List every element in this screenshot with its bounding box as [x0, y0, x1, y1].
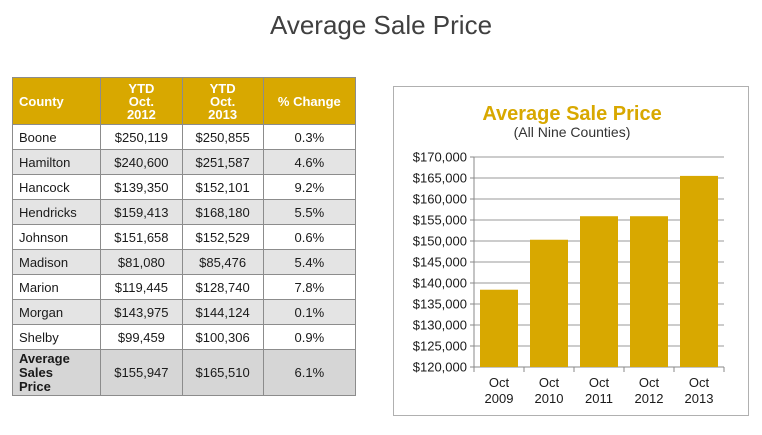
chart-panel: Average Sale Price (All Nine Counties) $12… [393, 86, 749, 416]
table-total-row: Average Sales Price $155,947 $165,510 6.1% [11, 349, 357, 396]
chart-title: Average Sale Price [482, 103, 661, 125]
ytd-2013-cell: $128,740 [181, 274, 264, 300]
county-cell: Shelby [11, 324, 102, 350]
total-ytd-2013-cell: $165,510 [181, 349, 264, 396]
x-tick-label: 2011 [585, 391, 613, 406]
total-ytd-2012-cell: $155,947 [100, 349, 183, 396]
change-cell: 0.1% [262, 299, 357, 325]
column-header-line: 2012 [126, 106, 156, 122]
y-tick-label: $165,000 [413, 171, 467, 186]
ytd-2013-cell: $100,306 [181, 324, 264, 350]
y-tick-label: $125,000 [413, 339, 467, 354]
y-tick-label: $130,000 [413, 318, 467, 333]
ytd-2012-cell: $139,350 [100, 174, 183, 200]
bar [530, 239, 568, 367]
y-tick-label: $120,000 [413, 360, 467, 375]
y-tick-label: $140,000 [413, 276, 467, 291]
table-row: Hendricks $159,413 $168,180 5.5% [11, 199, 357, 225]
x-tick-label: Oct [589, 375, 610, 390]
change-cell: 7.8% [262, 274, 357, 300]
bar [680, 175, 718, 367]
ytd-2013-cell: $250,855 [181, 124, 264, 150]
column-header-line: YTD [209, 80, 236, 96]
county-cell: Morgan [11, 299, 102, 325]
ytd-2013-cell: $251,587 [181, 149, 264, 175]
total-label-line: Price [19, 378, 51, 394]
ytd-2013-cell: $85,476 [181, 249, 264, 275]
column-header-line: Oct. [128, 93, 155, 109]
x-tick-label: Oct [639, 375, 660, 390]
county-cell: Johnson [11, 224, 102, 250]
change-cell: 5.4% [262, 249, 357, 275]
county-cell: Boone [11, 124, 102, 150]
x-tick-label: Oct [539, 375, 560, 390]
y-tick-label: $135,000 [413, 297, 467, 312]
table-row: Hamilton $240,600 $251,587 4.6% [11, 149, 357, 175]
county-cell: Marion [11, 274, 102, 300]
change-cell: 4.6% [262, 149, 357, 175]
x-tick-label: Oct [489, 375, 510, 390]
total-label-line: Average [19, 350, 70, 366]
column-header-ytd-2013: YTD Oct. 2013 [181, 77, 264, 125]
x-tick-label: Oct [689, 375, 710, 390]
ytd-2012-cell: $81,080 [100, 249, 183, 275]
column-header-line: County [19, 93, 64, 109]
page-title: Average Sale Price [269, 10, 493, 40]
bar-chart: Average Sale Price(All Nine Counties) $12… [413, 103, 725, 406]
table-row: Shelby $99,459 $100,306 0.9% [11, 324, 357, 350]
table-body: Boone $250,119 $250,855 0.3% Hamilton $240,60… [11, 124, 357, 396]
county-cell: Madison [11, 249, 102, 275]
column-header-ytd-2012: YTD Oct. 2012 [100, 77, 183, 125]
table-row: Hancock $139,350 $152,101 9.2% [11, 174, 357, 200]
x-tick-label: 2012 [635, 391, 664, 406]
y-tick-label: $160,000 [413, 192, 467, 207]
x-tick-label: 2009 [485, 391, 514, 406]
column-header-line: % Change [277, 93, 341, 109]
total-label-line: Sales [19, 364, 53, 380]
chart-subtitle: (All Nine Counties) [514, 124, 631, 140]
table-row: Johnson $151,658 $152,529 0.6% [11, 224, 357, 250]
total-change-cell: 6.1% [262, 349, 357, 396]
bar [480, 289, 518, 367]
table-row: Marion $119,445 $128,740 7.8% [11, 274, 357, 300]
change-cell: 0.6% [262, 224, 357, 250]
ytd-2012-cell: $151,658 [100, 224, 183, 250]
table-header-row: County YTD Oct. 2012 YTD Oct. 2013 % Change [11, 77, 357, 125]
table-row: Madison $81,080 $85,476 5.4% [11, 249, 357, 275]
total-label-cell: Average Sales Price [11, 349, 102, 396]
bar [580, 216, 618, 367]
y-tick-label: $150,000 [413, 234, 467, 249]
column-header-county: County [11, 77, 102, 125]
column-header-change: % Change [262, 77, 357, 125]
ytd-2013-cell: $168,180 [181, 199, 264, 225]
y-tick-label: $145,000 [413, 255, 467, 270]
change-cell: 0.3% [262, 124, 357, 150]
column-header-line: YTD [128, 80, 155, 96]
ytd-2013-cell: $152,529 [181, 224, 264, 250]
ytd-2013-cell: $152,101 [181, 174, 264, 200]
ytd-2012-cell: $99,459 [100, 324, 183, 350]
y-tick-label: $155,000 [413, 213, 467, 228]
county-cell: Hamilton [11, 149, 102, 175]
change-cell: 5.5% [262, 199, 357, 225]
x-tick-label: 2010 [535, 391, 564, 406]
ytd-2013-cell: $144,124 [181, 299, 264, 325]
ytd-2012-cell: $143,975 [100, 299, 183, 325]
ytd-2012-cell: $159,413 [100, 199, 183, 225]
table-row: Morgan $143,975 $144,124 0.1% [11, 299, 357, 325]
column-header-line: 2013 [208, 106, 238, 122]
change-cell: 0.9% [262, 324, 357, 350]
county-cell: Hendricks [11, 199, 102, 225]
bar [630, 216, 668, 367]
county-price-table: County YTD Oct. 2012 YTD Oct. 2013 % Change … [11, 77, 357, 396]
ytd-2012-cell: $250,119 [100, 124, 183, 150]
table-row: Boone $250,119 $250,855 0.3% [11, 124, 357, 150]
ytd-2012-cell: $119,445 [100, 274, 183, 300]
ytd-2012-cell: $240,600 [100, 149, 183, 175]
column-header-line: Oct. [209, 93, 236, 109]
county-cell: Hancock [11, 174, 102, 200]
x-tick-label: 2013 [685, 391, 714, 406]
change-cell: 9.2% [262, 174, 357, 200]
y-tick-label: $170,000 [413, 150, 467, 165]
